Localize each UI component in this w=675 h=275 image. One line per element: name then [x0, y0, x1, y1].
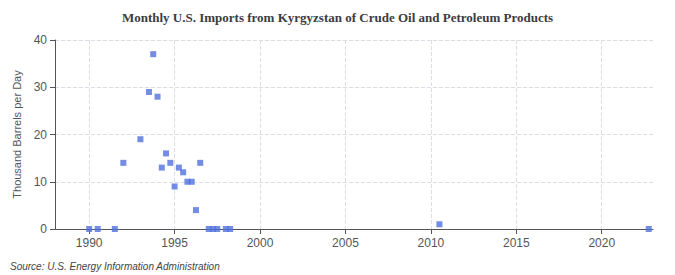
- svg-text:1995: 1995: [161, 236, 188, 250]
- svg-text:20: 20: [34, 128, 48, 142]
- svg-text:Thousand Barrels per Day: Thousand Barrels per Day: [11, 70, 23, 199]
- svg-text:Source: U.S. Energy Informatio: Source: U.S. Energy Information Administ…: [10, 261, 220, 272]
- svg-text:2010: 2010: [418, 236, 445, 250]
- svg-text:Monthly U.S. Imports from Kyrg: Monthly U.S. Imports from Kyrgyzstan of …: [122, 10, 553, 25]
- svg-text:2015: 2015: [503, 236, 530, 250]
- svg-text:2005: 2005: [332, 236, 359, 250]
- svg-text:10: 10: [34, 175, 48, 189]
- svg-text:1990: 1990: [76, 236, 103, 250]
- svg-text:2000: 2000: [247, 236, 274, 250]
- svg-text:40: 40: [34, 33, 48, 47]
- svg-text:30: 30: [34, 80, 48, 94]
- svg-text:0: 0: [40, 222, 47, 236]
- svg-text:2020: 2020: [588, 236, 615, 250]
